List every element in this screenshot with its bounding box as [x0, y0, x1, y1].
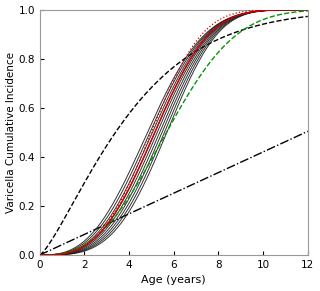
- Y-axis label: Varicella Cumulative Incidence: Varicella Cumulative Incidence: [5, 52, 16, 213]
- X-axis label: Age (years): Age (years): [141, 276, 206, 285]
